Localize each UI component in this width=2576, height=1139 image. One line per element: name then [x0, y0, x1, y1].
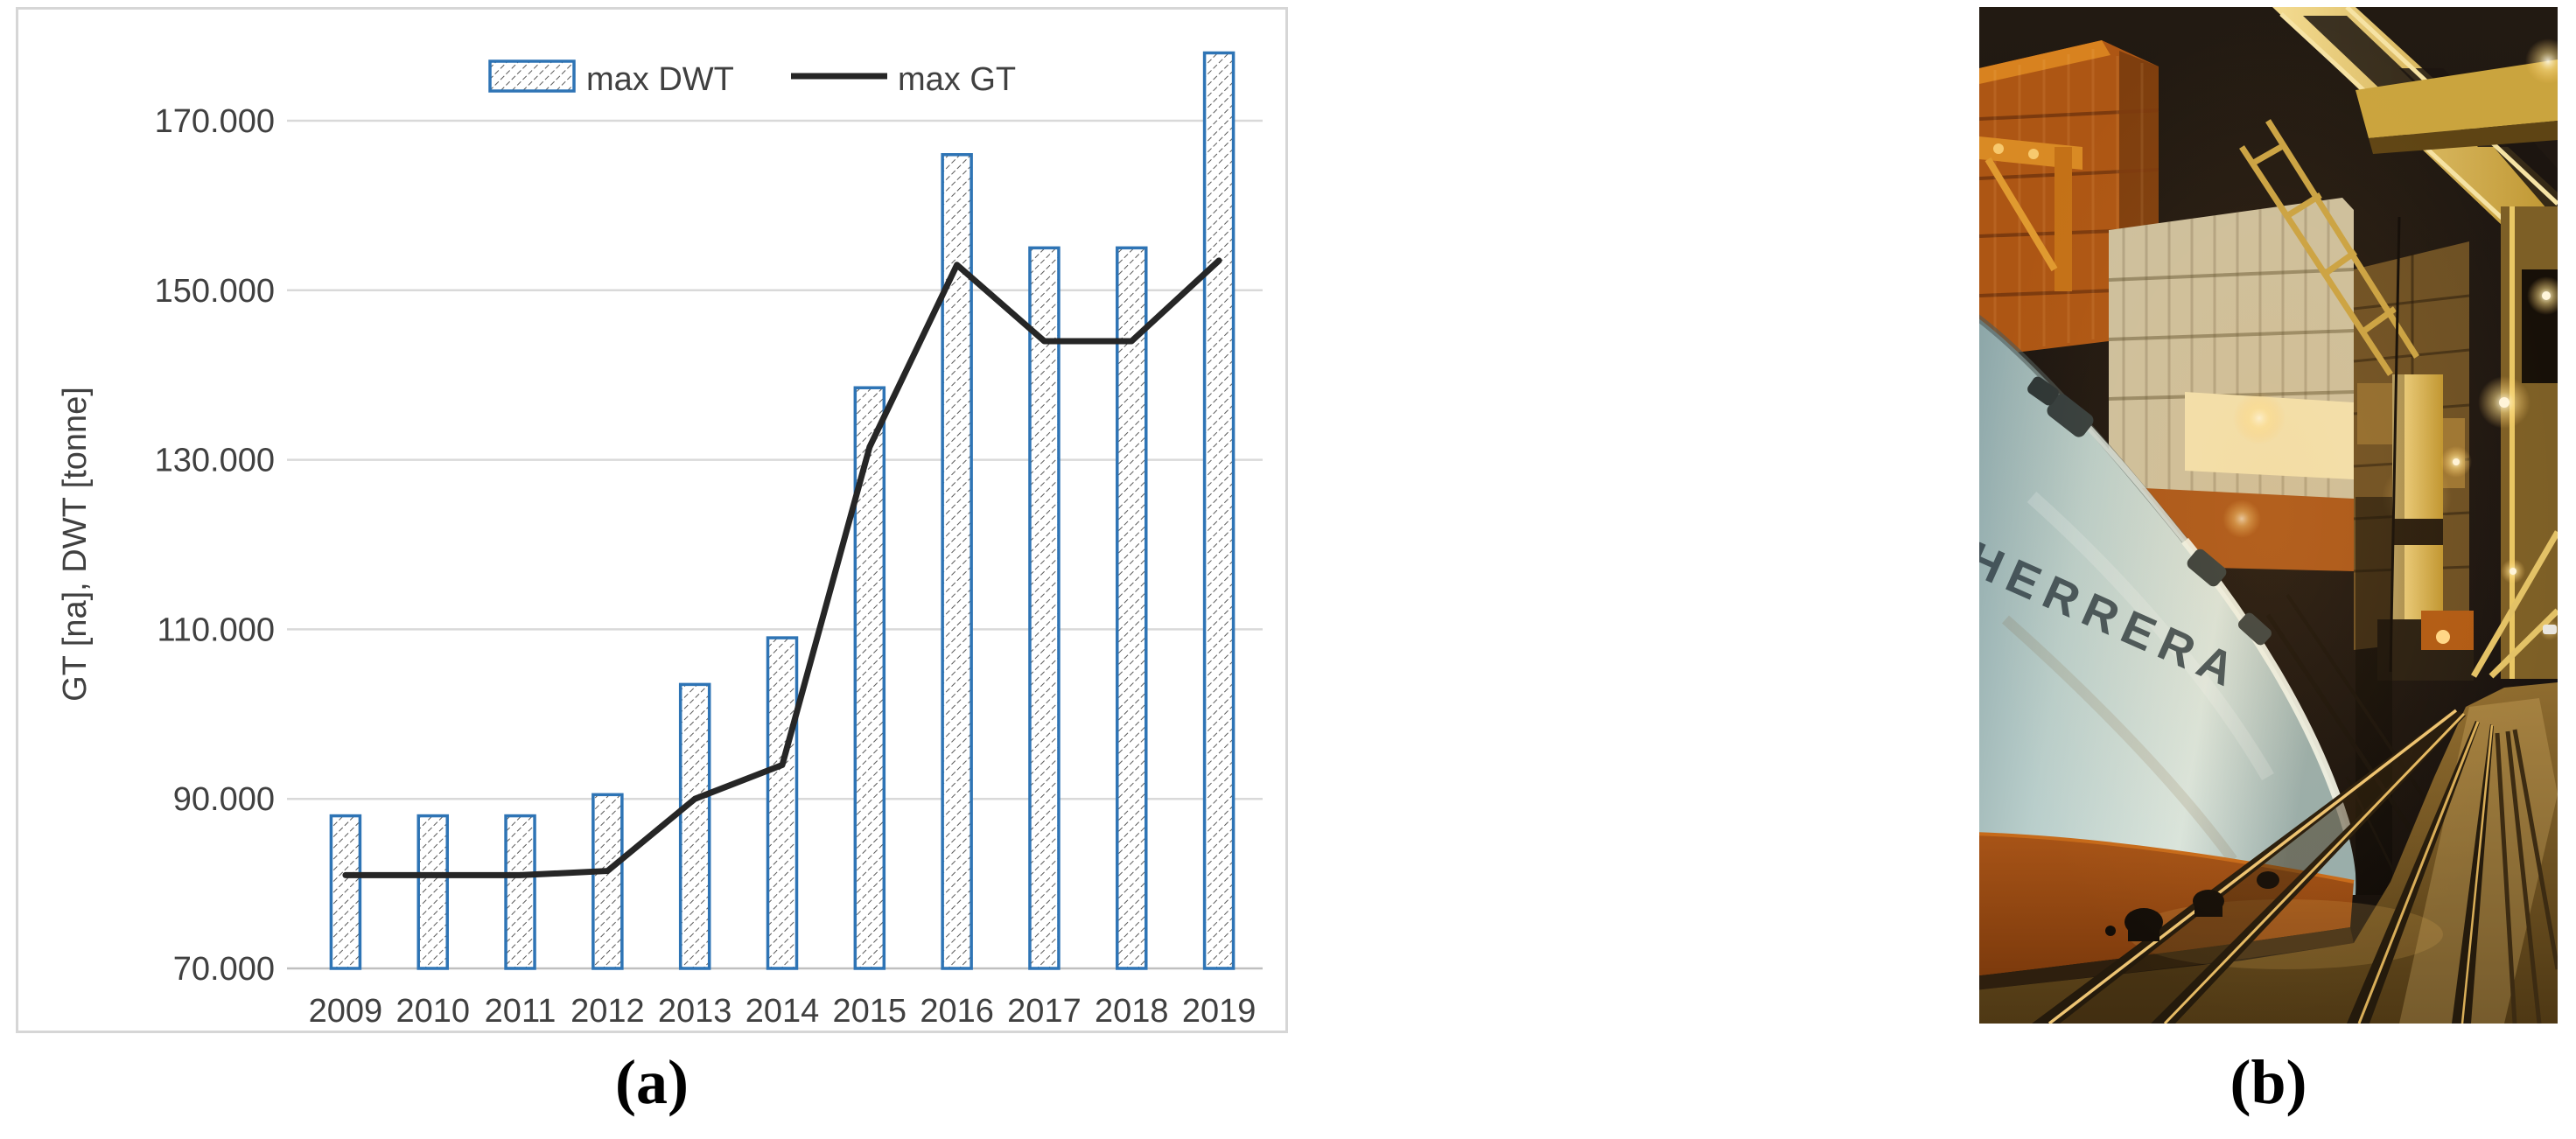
- x-tick-label: 2013: [658, 993, 732, 1030]
- y-tick-label: 110.000: [157, 611, 275, 648]
- dwt-bar-2009: [329, 814, 362, 970]
- x-tick-label: 2019: [1182, 993, 1256, 1030]
- y-tick-label: 170.000: [155, 103, 275, 140]
- x-tick-label: 2014: [746, 993, 820, 1030]
- x-tick-label: 2009: [309, 993, 383, 1030]
- dwt-bar-2014: [766, 636, 799, 970]
- dwt-bar-2017: [1028, 246, 1060, 970]
- dwt-bar-2018: [1116, 246, 1148, 970]
- y-tick-label: 90.000: [173, 781, 275, 818]
- dwt-bar-2011: [504, 814, 536, 970]
- x-tick-label: 2011: [485, 993, 556, 1030]
- y-tick-label: 70.000: [173, 951, 275, 988]
- x-tick-label: 2018: [1095, 993, 1169, 1030]
- bar-line-chart: 70.000 90.000 110.000 130.000 150.000 170.000…: [16, 7, 1288, 1033]
- caption-a: (a): [615, 1047, 689, 1117]
- dwt-bar-2019: [1202, 51, 1236, 970]
- y-axis-title: GT [na], DWT [tonne]: [57, 387, 94, 702]
- x-tick-label: 2017: [1007, 993, 1082, 1030]
- x-tick-label: 2016: [920, 993, 994, 1030]
- caption-b: (b): [2230, 1047, 2307, 1117]
- y-tick-label: 130.000: [155, 443, 275, 479]
- dwt-bar-2013: [678, 682, 711, 970]
- terminal-night-photo: HERRERA: [1979, 7, 2558, 1024]
- x-tick-label: 2015: [833, 993, 907, 1030]
- legend-swatch-max-dwt: [488, 59, 576, 93]
- y-tick-label: 150.000: [155, 273, 275, 310]
- x-tick-label: 2010: [396, 993, 470, 1030]
- legend-label-max-dwt: max DWT: [586, 61, 734, 98]
- legend-label-max-gt: max GT: [898, 61, 1016, 98]
- figure-panel-a: 70.000 90.000 110.000 130.000 150.000 170.000…: [16, 7, 1288, 1033]
- warm-light-overlay: [1979, 7, 2558, 1024]
- dwt-bar-2012: [592, 793, 624, 970]
- chart-border: [16, 7, 1288, 1033]
- dwt-bar-2016: [941, 153, 973, 970]
- gt-line-series: [342, 257, 1222, 878]
- dwt-bar-2010: [416, 814, 449, 970]
- x-tick-label: 2012: [570, 993, 645, 1030]
